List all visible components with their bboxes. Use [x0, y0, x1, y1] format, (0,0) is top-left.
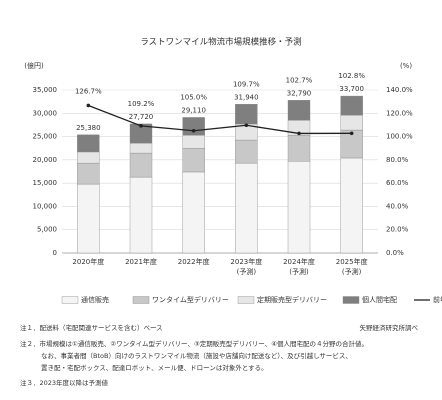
legend-swatch: [132, 296, 150, 304]
x-tick-label: 2024年度: [283, 257, 315, 266]
line-label: 102.7%: [286, 76, 313, 84]
x-tick-note: (予測): [342, 267, 362, 276]
x-tick-note: (予測): [237, 267, 257, 276]
legend-label: 通信販売: [81, 295, 109, 304]
note: 注３．2023年度以降は予測値: [20, 378, 109, 387]
y-tick-label: 30,000: [33, 109, 58, 117]
y-tick-label: 0: [53, 249, 57, 257]
note: なお、事業者間（BtoB）向けのラストワンマイル物流（施設や店舗向け配送など）、…: [41, 351, 352, 360]
y2-tick-label: 80.0%: [386, 156, 409, 164]
y2-axis-label: (%): [400, 62, 412, 70]
source: 矢野経済研究所調べ: [360, 323, 419, 332]
bar-segment: [235, 104, 258, 125]
bar-segment: [340, 114, 363, 131]
x-tick-label: 2020年度: [72, 257, 104, 266]
note: 注１．配送料（宅配関連サービスを含む）ベース: [20, 323, 163, 332]
line-label: 105.0%: [180, 93, 207, 101]
legend-label: 定期販売型デリバリー: [257, 295, 327, 304]
bar-segment: [235, 139, 258, 164]
y2-tick-label: 140.0%: [386, 86, 413, 94]
bar-segment: [287, 134, 311, 162]
line-label: 102.8%: [338, 72, 365, 80]
bar-segment: [77, 134, 100, 153]
legend-label: 前年度比: [433, 295, 442, 304]
line-point: [297, 131, 301, 136]
y-axis-label: (億円): [24, 61, 44, 70]
y2-tick-label: 60.0%: [386, 179, 409, 187]
x-tick-label: 2025年度: [336, 257, 368, 266]
y-tick-label: 25,000: [33, 133, 58, 141]
y-tick-label: 10,000: [33, 202, 58, 210]
note: 置き配・宅配ボックス、配達ロボット、メール便、ドローンは対象外とする。: [41, 363, 268, 372]
total-label: 31,940: [234, 93, 259, 101]
y-tick-label: 15,000: [33, 179, 58, 187]
line-point: [191, 128, 196, 133]
bar-segment: [129, 142, 153, 154]
bar-segment: [129, 123, 153, 144]
line-label: 109.2%: [128, 100, 155, 108]
y-tick-label: 5,000: [37, 226, 57, 234]
x-tick-label: 2023年度: [230, 257, 262, 266]
bar-segment: [340, 157, 363, 254]
bar-segment: [340, 95, 363, 116]
line-point: [139, 124, 143, 128]
x-tick-label: 2022年度: [178, 257, 210, 266]
total-label: 29,110: [181, 106, 206, 114]
note: 注２．市場規模は①通信販売、②ワンタイム型デリバリー、③定期販売型デリバリー、④…: [20, 339, 368, 348]
y2-tick-label: 100.0%: [386, 133, 413, 141]
bar-segment: [235, 162, 258, 254]
line-label: 109.7%: [233, 80, 260, 88]
legend-label: ワンタイム型デリバリー: [152, 295, 229, 304]
bar-segment: [77, 151, 100, 164]
line-series: [88, 104, 352, 135]
line-point: [86, 103, 91, 108]
legend-swatch: [61, 296, 79, 304]
bar-segment: [129, 152, 153, 178]
legend-swatch: [237, 296, 255, 304]
y2-tick-label: 20.0%: [386, 226, 409, 234]
legend-swatch: [342, 296, 360, 304]
total-label: 27,720: [129, 113, 154, 121]
x-tick-note: (予測): [289, 267, 309, 276]
bar-segment: [182, 134, 205, 149]
chart-title: ラストワンマイル物流市場規模推移・予測: [140, 37, 301, 48]
legend-label: 個人間宅配: [362, 295, 397, 304]
y2-tick-label: 40.0%: [386, 202, 409, 210]
y2-tick-label: 0.0%: [386, 249, 404, 257]
y2-tick-label: 120.0%: [386, 109, 413, 117]
bar-segment: [77, 162, 100, 185]
bar-segment: [182, 171, 205, 254]
y-tick-label: 35,000: [33, 86, 58, 94]
total-label: 32,790: [287, 89, 312, 97]
bar-segment: [129, 176, 153, 254]
total-label: 25,380: [76, 124, 101, 132]
line-point: [349, 131, 354, 136]
total-label: 33,700: [339, 85, 364, 93]
x-tick-label: 2021年度: [125, 257, 157, 266]
bar-segment: [182, 148, 205, 173]
bar-segment: [287, 100, 311, 121]
bar-segment: [287, 161, 311, 254]
line-label: 126.7%: [75, 87, 102, 95]
bar-segment: [77, 183, 100, 254]
line-point: [244, 123, 249, 128]
y-tick-label: 20,000: [33, 156, 58, 164]
